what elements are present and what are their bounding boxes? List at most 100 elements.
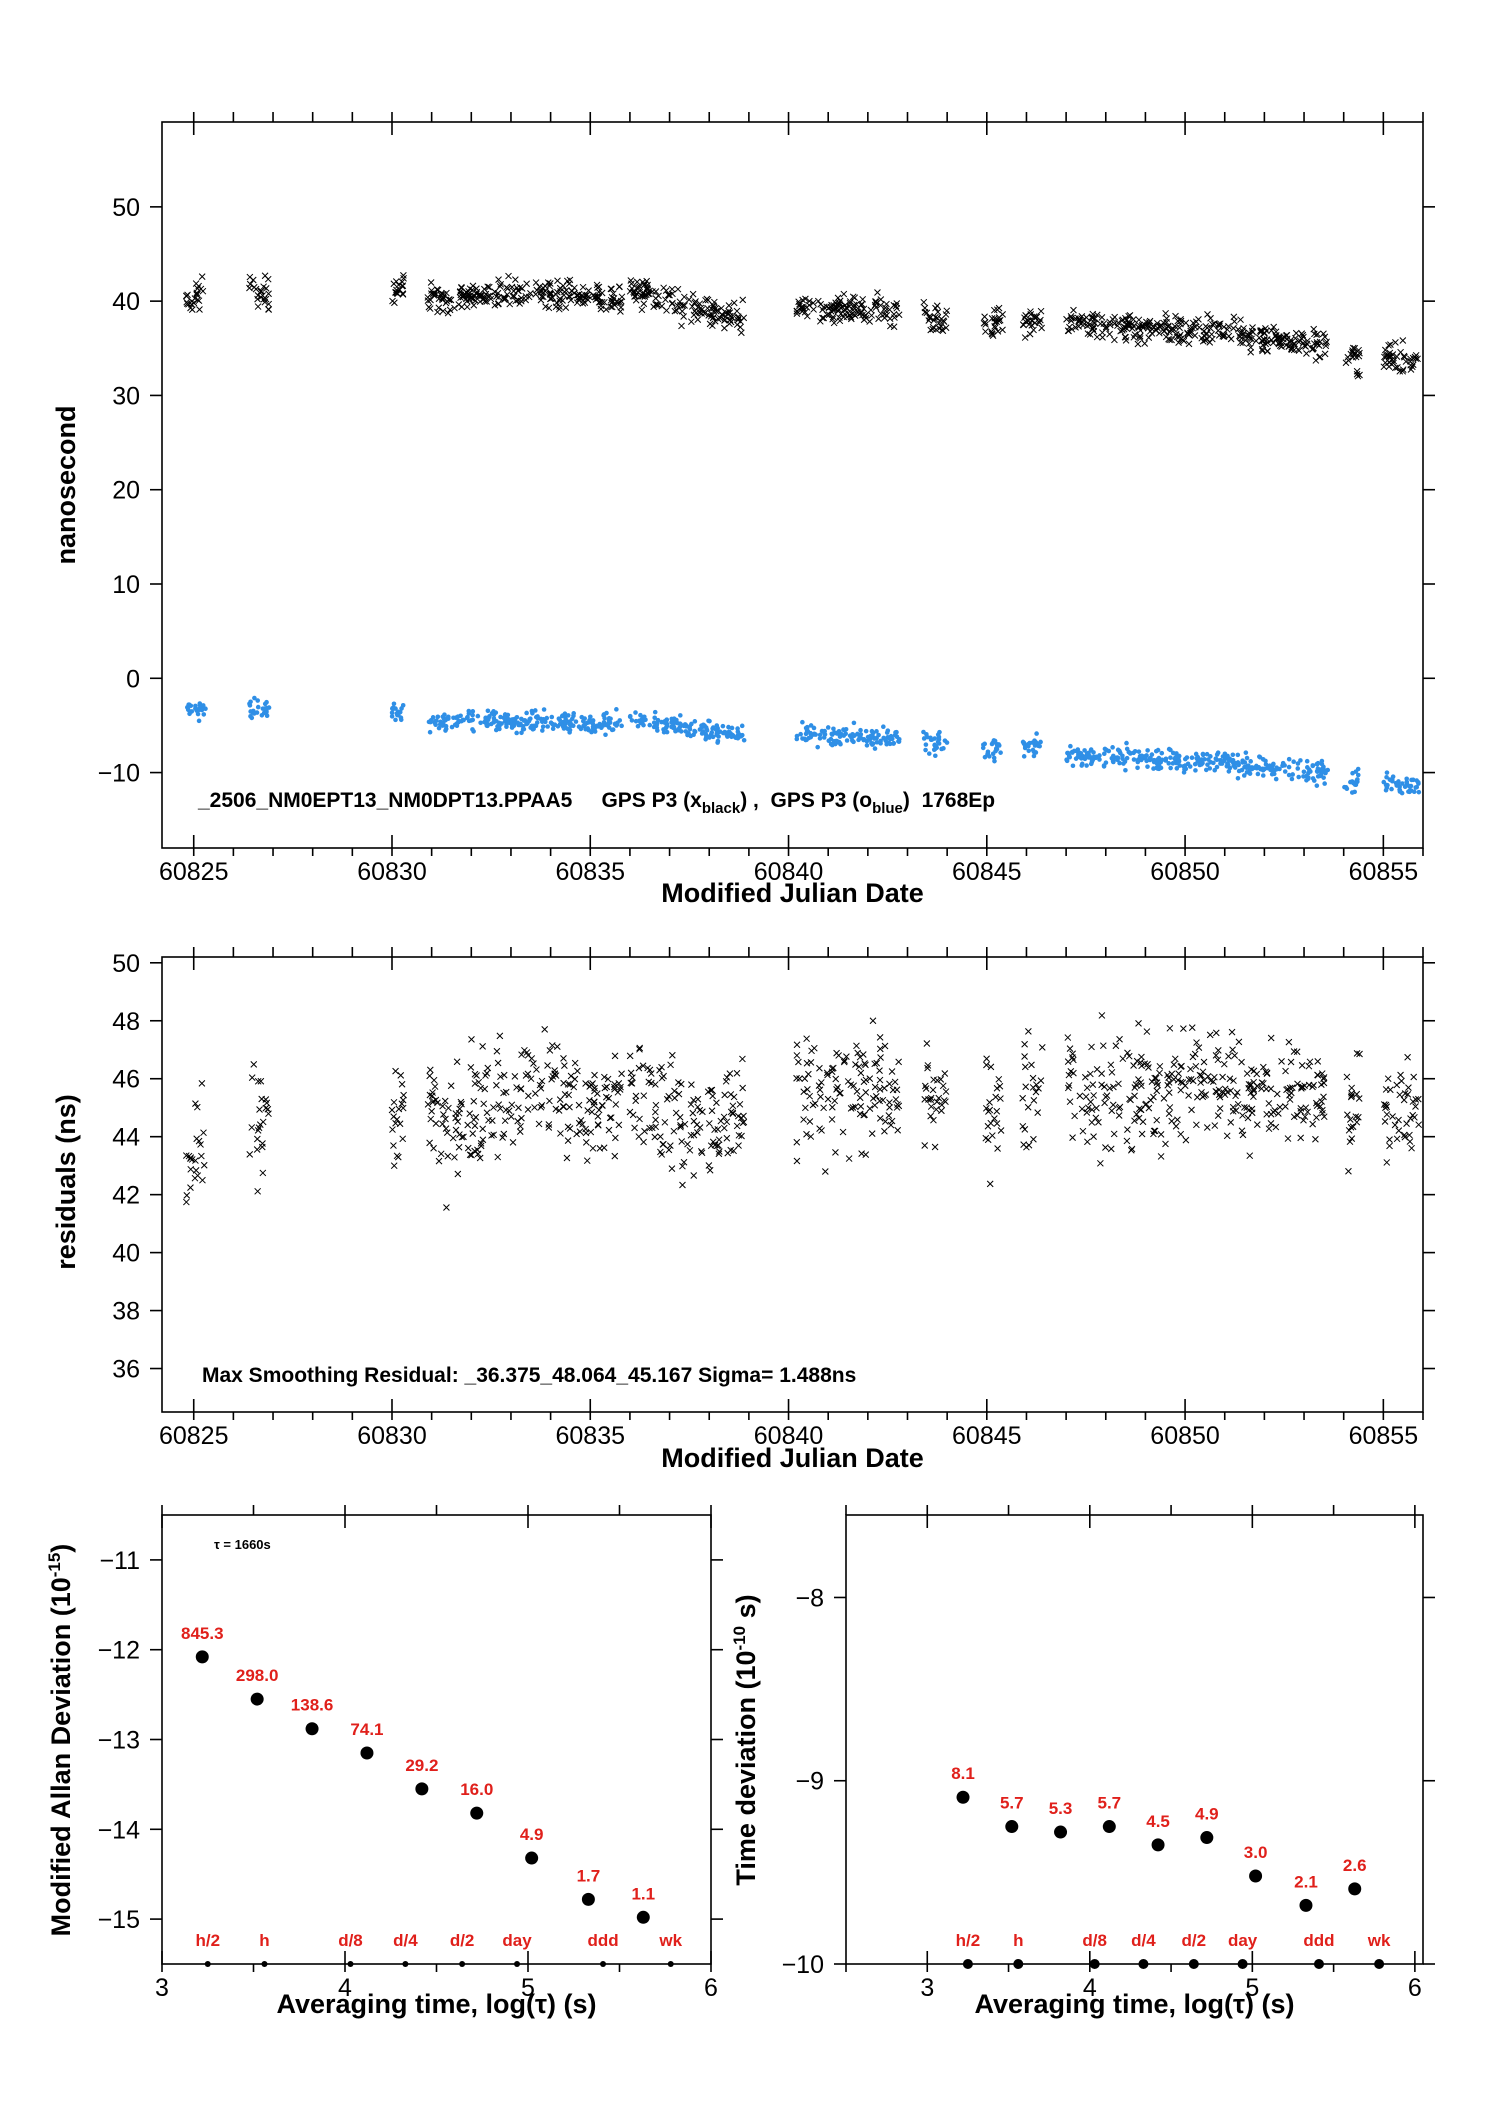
x-marker-point xyxy=(1244,1114,1252,1122)
o-marker-point xyxy=(571,713,576,719)
o-marker-point xyxy=(629,718,635,723)
o-marker-point xyxy=(800,719,805,725)
x-marker-point xyxy=(1150,1093,1157,1101)
x-marker-point xyxy=(257,288,265,295)
x-marker-point xyxy=(704,296,712,304)
x-marker-point xyxy=(1312,357,1320,364)
x-marker-point xyxy=(1285,1038,1293,1046)
x-marker-point xyxy=(938,1107,945,1115)
x-marker-point xyxy=(1387,352,1395,360)
x-marker-point xyxy=(932,1106,940,1113)
x-marker-point xyxy=(393,1152,401,1160)
o-marker-point xyxy=(1159,750,1165,756)
x-marker-point xyxy=(816,1125,823,1132)
x-marker-point xyxy=(986,1106,994,1114)
o-marker-point xyxy=(519,716,524,722)
x-marker-point xyxy=(566,276,574,284)
y-tick-label: 0 xyxy=(126,665,140,693)
x-marker-point xyxy=(866,1105,874,1112)
o-marker-point xyxy=(398,717,404,723)
x-tick-label: 4 xyxy=(338,1974,352,2002)
x-marker-point xyxy=(872,1093,880,1100)
x-marker-point xyxy=(856,1094,864,1102)
o-marker-point xyxy=(529,723,535,729)
x-marker-point xyxy=(658,1074,666,1082)
x-marker-point xyxy=(1412,1103,1419,1110)
o-marker-point xyxy=(664,721,670,727)
x-marker-point xyxy=(1021,334,1029,341)
o-marker-point xyxy=(581,718,586,724)
x-marker-point xyxy=(647,1070,655,1077)
y-tick-label: 36 xyxy=(112,1356,140,1384)
x-marker-point xyxy=(1093,333,1101,341)
plot-frame xyxy=(161,1514,712,1965)
x-marker-point xyxy=(997,1095,1004,1102)
x-marker-point xyxy=(599,1102,606,1109)
x-marker-point xyxy=(1250,1087,1258,1095)
x-marker-point xyxy=(816,1064,823,1072)
x-marker-point xyxy=(993,318,1001,326)
deviation-point xyxy=(1249,1869,1263,1883)
x-marker-point xyxy=(829,313,837,321)
o-marker-point xyxy=(1295,761,1301,766)
x-marker-point xyxy=(198,1080,206,1087)
x-marker-point xyxy=(639,1062,647,1070)
x-marker-point xyxy=(1230,1077,1237,1085)
x-marker-point xyxy=(1229,1046,1236,1054)
o-marker-point xyxy=(869,728,875,734)
x-marker-point xyxy=(646,1124,653,1132)
point-value-label: 138.6 xyxy=(291,1696,334,1715)
x-marker-point xyxy=(1354,1113,1362,1121)
o-marker-point xyxy=(1241,773,1247,778)
x-tick-label: 60835 xyxy=(555,858,625,886)
x-marker-point xyxy=(840,290,848,298)
x-marker-point xyxy=(636,1115,643,1123)
o-marker-point xyxy=(455,714,461,719)
o-marker-point xyxy=(466,708,472,714)
o-marker-point xyxy=(1407,789,1412,795)
x-marker-point xyxy=(1111,336,1118,344)
x-marker-point xyxy=(814,297,822,305)
x-marker-point xyxy=(531,1090,539,1097)
x-marker-point xyxy=(528,1055,536,1062)
x-marker-point xyxy=(709,322,716,330)
o-marker-point xyxy=(678,729,684,734)
x-marker-point xyxy=(730,299,738,307)
x-marker-point xyxy=(887,1121,895,1129)
o-marker-point xyxy=(434,718,439,723)
o-marker-point xyxy=(652,715,657,721)
o-marker-point xyxy=(249,715,255,721)
x-marker-point xyxy=(1030,313,1038,320)
x-marker-point xyxy=(694,316,702,323)
x-marker-point xyxy=(1287,345,1295,353)
x-marker-point xyxy=(1106,1084,1114,1092)
o-marker-point xyxy=(522,718,528,723)
o-marker-point xyxy=(647,722,653,728)
x-marker-point xyxy=(591,1084,599,1092)
o-marker-point xyxy=(1226,769,1232,774)
point-value-label: 1.7 xyxy=(577,1866,601,1885)
x-marker-point xyxy=(828,1068,836,1076)
x-marker-point xyxy=(671,1087,678,1095)
o-marker-point xyxy=(1197,757,1202,763)
x-marker-point xyxy=(1264,347,1271,355)
o-marker-point xyxy=(1397,787,1402,792)
o-marker-point xyxy=(252,695,257,701)
x-marker-point xyxy=(942,1088,950,1095)
o-marker-point xyxy=(1034,731,1039,736)
o-marker-point xyxy=(460,717,466,723)
point-value-label: 2.6 xyxy=(1343,1856,1367,1875)
x-axis-label: Modified Julian Date xyxy=(661,1443,924,1473)
o-marker-point xyxy=(247,701,252,707)
x-marker-point xyxy=(640,1092,648,1100)
x-marker-point xyxy=(1399,367,1407,375)
o-marker-point xyxy=(201,712,207,717)
x-marker-point xyxy=(1135,1105,1143,1113)
x-marker-point xyxy=(990,306,998,314)
x-marker-point xyxy=(491,288,499,296)
o-marker-point xyxy=(1286,772,1292,778)
x-marker-point xyxy=(542,303,549,310)
x-marker-point xyxy=(924,1064,931,1072)
x-marker-point xyxy=(500,1130,508,1138)
